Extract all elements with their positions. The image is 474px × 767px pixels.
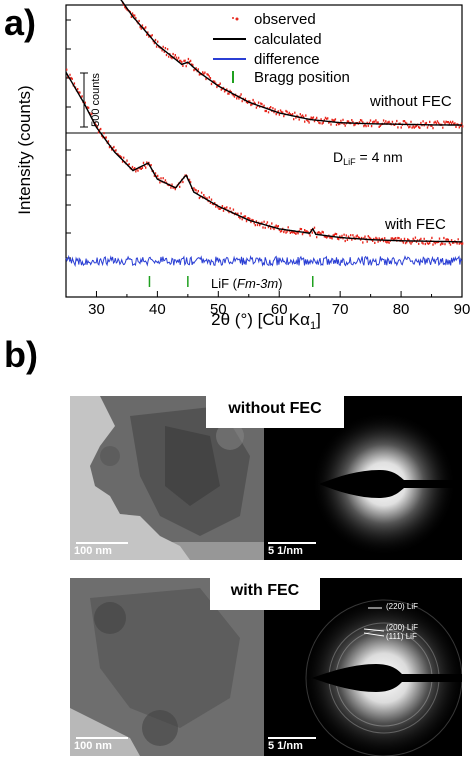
annotation-d-lif: DLiF = 4 nm: [333, 149, 403, 167]
ring-label-111: (111) LiF: [386, 632, 417, 641]
legend-observed-label: observed: [254, 11, 316, 28]
xrd-chart: 30 40 50 60 70 80 90 Intensity (counts) 2θ (°)…: [15, 0, 471, 330]
x-axis-label: 2θ (°) [Cu Kα1]: [211, 310, 321, 330]
series-with-fec: [65, 68, 464, 246]
tem-image-without-fec: [70, 396, 264, 560]
x-tick-label-80: 80: [393, 301, 410, 318]
difference-trace: [65, 254, 463, 268]
x-tick-label-50: 50: [210, 301, 227, 318]
calculated-line: [65, 71, 462, 243]
tem-scalebar-left-label-1: 100 nm: [74, 545, 112, 557]
tem-scalebar-right-label-2: 5 1/nm: [268, 740, 303, 752]
annotation-with-fec: with FEC: [384, 216, 446, 233]
tem-title-with-fec: with FEC: [210, 576, 320, 610]
tem-scalebar-left-label-2: 100 nm: [74, 740, 112, 752]
calculated-line: [120, 0, 463, 126]
y-axis-label: Intensity (counts): [15, 85, 34, 214]
tem-scalebar-right-label-1: 5 1/nm: [268, 545, 303, 557]
x-tick-label-40: 40: [149, 301, 166, 318]
legend-calculated-label: calculated: [254, 31, 322, 48]
legend-bragg-label: Bragg position: [254, 69, 350, 86]
legend-observed-marker: [235, 17, 239, 21]
plot-frame: [65, 4, 463, 298]
legend: observed calculated difference Bragg pos…: [213, 11, 350, 86]
x-tick-label-30: 30: [88, 301, 105, 318]
annotation-without-fec: without FEC: [369, 93, 452, 110]
tem-row-without-fec: 100 nm 5 1/nm without FEC: [70, 394, 462, 560]
series-without-fec: [120, 0, 464, 130]
x-tick-label-70: 70: [332, 301, 349, 318]
scale-bar: 500 counts: [80, 72, 102, 128]
panel-a-label: a): [4, 2, 37, 43]
panel-b-label: b): [4, 334, 38, 375]
tem-title-without-fec: without FEC: [206, 394, 344, 428]
legend-difference-label: difference: [254, 51, 320, 68]
y-ticks: [66, 19, 71, 259]
annotation-lif-phase: LiF (Fm-3m): [211, 276, 283, 291]
ring-label-220: (220) LiF: [386, 602, 419, 611]
tem-image-with-fec: [70, 578, 264, 756]
scale-bar-label: 500 counts: [90, 73, 102, 127]
x-tick-label-60: 60: [271, 301, 288, 318]
legend-observed-marker-2: [232, 17, 234, 19]
ring-label-200: (200) LiF: [386, 623, 419, 632]
tem-row-with-fec: 100 nm (220) LiF (200) LiF (111) LiF 5 1…: [70, 576, 462, 756]
x-tick-label-90: 90: [454, 301, 471, 318]
observed-points: [121, 1, 464, 130]
